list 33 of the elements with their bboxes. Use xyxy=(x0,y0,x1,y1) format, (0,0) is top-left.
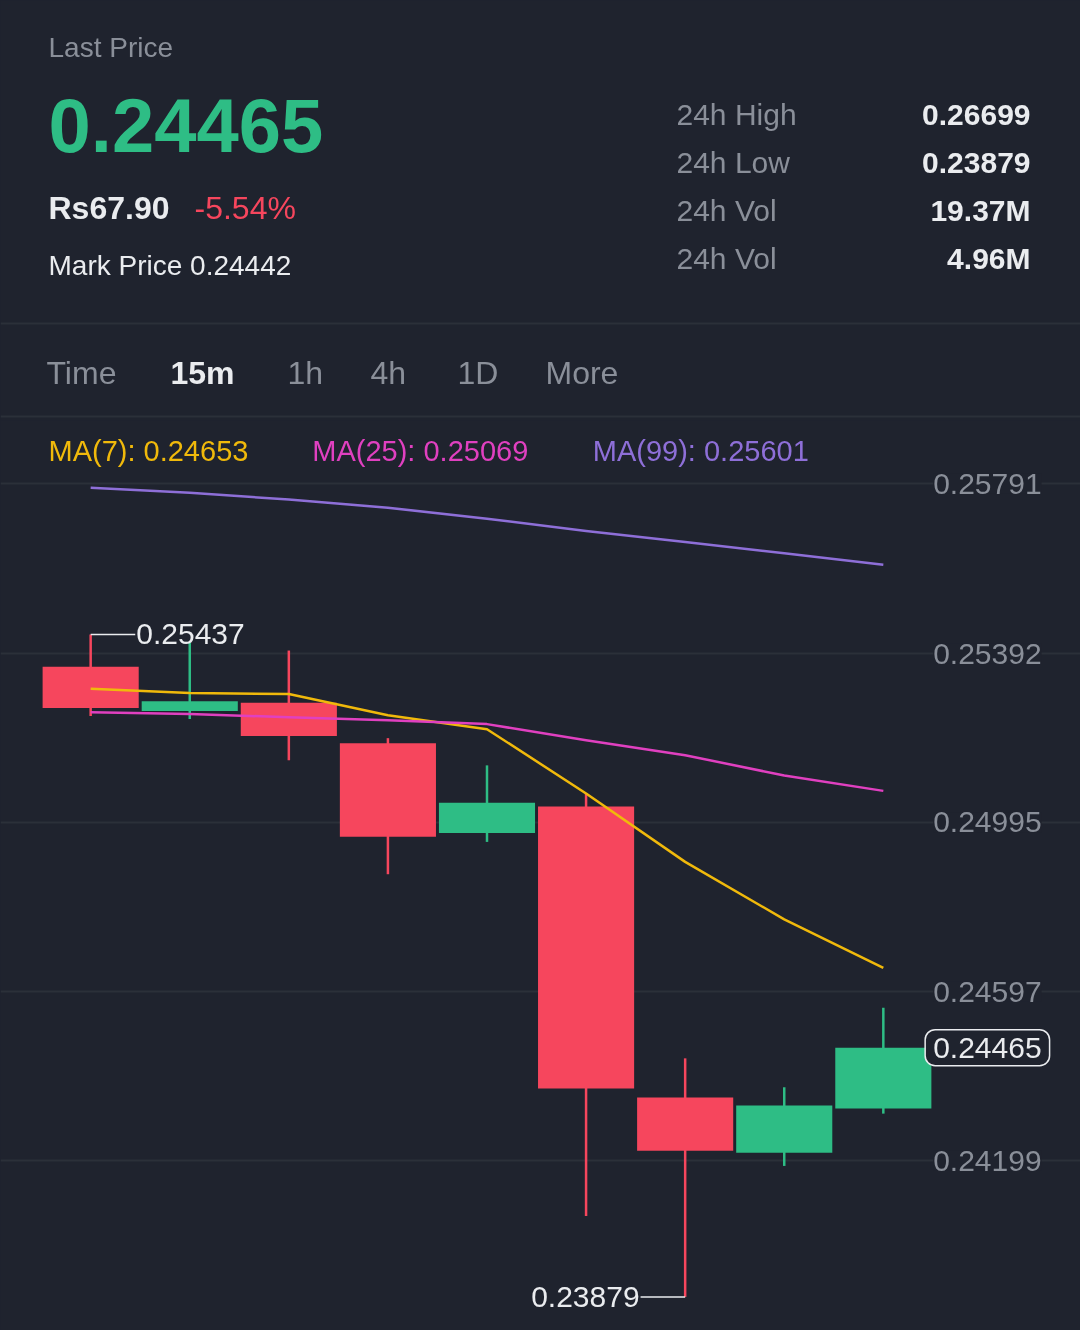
text: MA(7): 0.24653 xyxy=(48,434,249,467)
text: 15m xyxy=(170,354,235,391)
text: 0.23879 xyxy=(922,145,1031,179)
text: Time xyxy=(46,354,117,391)
text: 24h Vol xyxy=(676,242,777,275)
y-tick-label: 0.25791 xyxy=(933,466,1042,500)
annotation: 0.23879 xyxy=(531,1279,640,1313)
annotation: 0.25437 xyxy=(136,617,245,651)
text: Last Price xyxy=(48,32,173,63)
line-series xyxy=(89,486,885,566)
text: 19.37M xyxy=(930,194,1031,227)
text: 4h xyxy=(370,354,407,391)
text: 1D xyxy=(457,354,499,391)
y-tick-label: 0.25392 xyxy=(933,636,1042,670)
y-tick-label: 0.24597 xyxy=(933,974,1042,1008)
text: 0.24465 xyxy=(48,83,324,168)
text: Mark Price 0.24442 xyxy=(48,250,292,281)
line-series xyxy=(89,710,885,793)
text: More xyxy=(545,354,619,391)
text: Rs67.90 xyxy=(48,189,170,226)
text: 24h Vol xyxy=(676,194,777,227)
text: 24h High xyxy=(676,98,797,131)
y-tick-label: 0.24199 xyxy=(933,1143,1042,1177)
text: 0.24465 xyxy=(933,1030,1042,1064)
text: MA(25): 0.25069 xyxy=(312,434,529,467)
text: 4.96M xyxy=(947,242,1031,275)
text: 0.26699 xyxy=(922,97,1031,131)
text: 1h xyxy=(287,354,324,391)
text: -5.54% xyxy=(194,189,296,226)
line-series xyxy=(89,687,885,970)
text: MA(99): 0.25601 xyxy=(592,434,809,467)
text: 24h Low xyxy=(676,146,791,179)
y-tick-label: 0.24995 xyxy=(933,805,1042,839)
